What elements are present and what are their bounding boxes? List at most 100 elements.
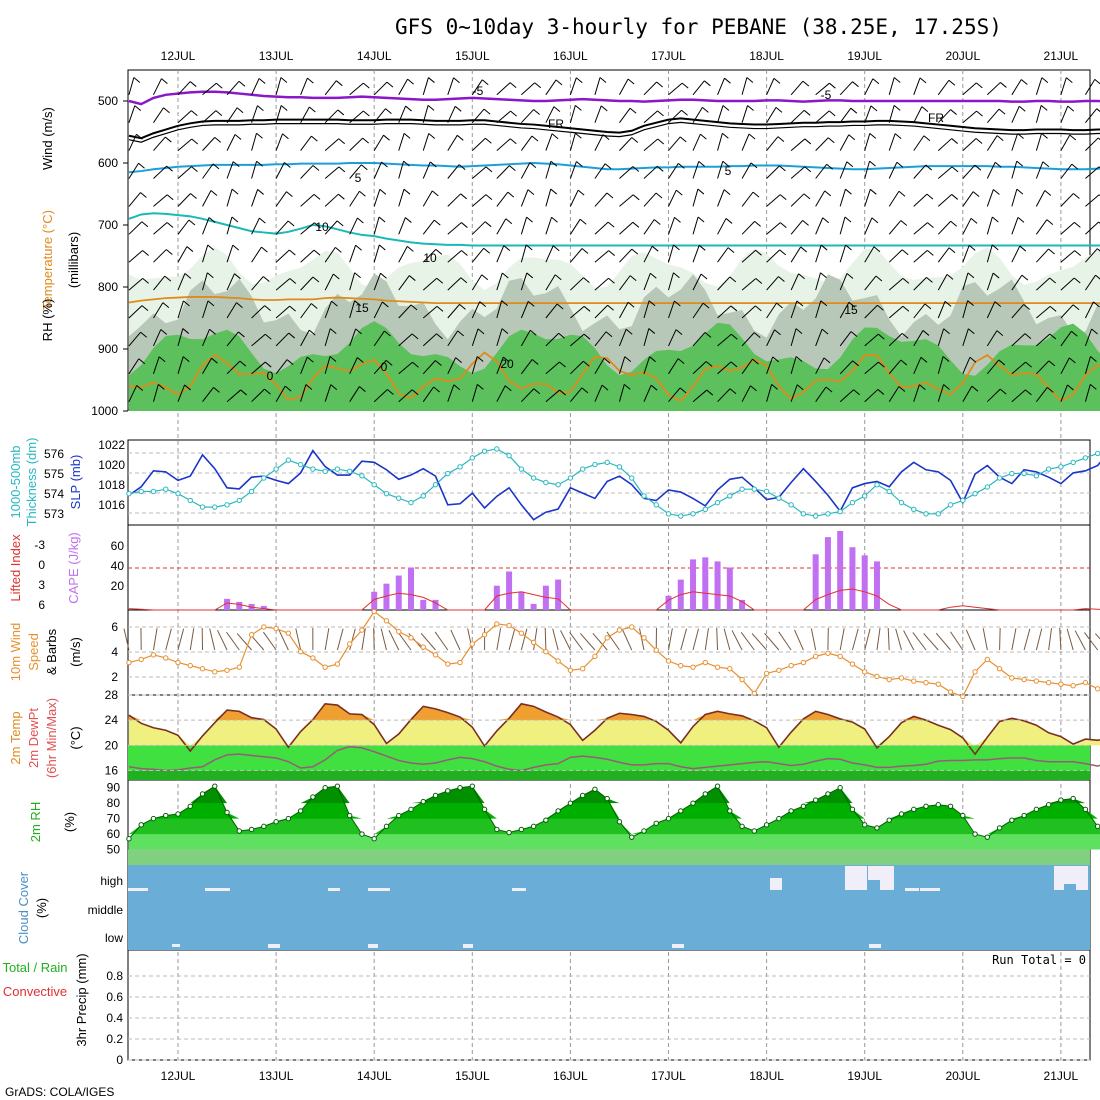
wind-barb (520, 359, 533, 375)
wind-barb (226, 107, 238, 123)
cape-bar (702, 557, 709, 610)
surface-wind-barb (751, 633, 767, 651)
cloud-patch (268, 944, 280, 948)
wind-barb-flag (354, 272, 361, 279)
p5-ytick: 24 (105, 713, 119, 727)
thickness-line-point (996, 475, 1003, 481)
wind-barb-flag (357, 357, 364, 363)
wind-barb-flag (165, 136, 172, 143)
wind-barb (643, 219, 655, 235)
wind-speed-line-point (322, 664, 328, 670)
surface-wind-barb (123, 628, 130, 651)
surface-wind-barb (592, 633, 608, 651)
thickness-line-point (763, 488, 770, 495)
wind-barb-flag (774, 329, 781, 336)
wind-barb (888, 220, 902, 235)
wind-barb-flag (207, 300, 215, 307)
wind-barb-flag (894, 133, 902, 139)
wind-barb (1060, 384, 1068, 402)
wind-barb-flag (436, 333, 443, 340)
thickness-line-point (678, 513, 684, 519)
rh-line-point (763, 822, 770, 828)
wind-barb-flag (556, 303, 564, 310)
wind-barb-flag (234, 273, 241, 280)
wind-speed-line-point (592, 653, 598, 660)
surface-wind-barb (560, 630, 571, 651)
wind-barb-flag (461, 222, 468, 228)
wind-barb (717, 388, 731, 403)
wind-barb (619, 221, 634, 235)
surface-wind-barb (189, 628, 195, 651)
rh-line-point (690, 800, 696, 806)
wind-barb (545, 106, 555, 123)
wind-barb-flag (900, 359, 908, 366)
wind-barb-flag (803, 193, 811, 200)
wind-barb (937, 384, 945, 402)
wind-barb (545, 133, 553, 151)
wind-barb (471, 247, 485, 263)
wind-barb (1085, 108, 1098, 124)
wind-barb (594, 105, 602, 123)
contour-label: -5 (473, 84, 484, 98)
wind-barb-flag (1018, 105, 1026, 112)
wind-barb (398, 333, 413, 347)
cloud-patch (512, 888, 526, 891)
wind-barb (913, 135, 925, 151)
wind-barb (447, 193, 461, 207)
thickness-line-point (494, 446, 500, 452)
thickness-line-point (273, 466, 279, 472)
wind-barb-flag (338, 166, 346, 173)
wind-barb (251, 217, 260, 235)
wind-barb-flag (678, 163, 685, 169)
wind-barb (937, 138, 952, 151)
wind-barb-flag (501, 328, 509, 335)
rh-line-point (923, 803, 929, 809)
panel-frame-p4 (127, 609, 1091, 696)
p6-label-a: 2m RH (28, 802, 43, 842)
wind-barb-flag (433, 219, 441, 226)
surface-wind-barb (740, 632, 755, 651)
wind-barb-flag (1046, 219, 1054, 226)
wind-barb-flag (483, 108, 491, 115)
wind-barb (888, 249, 903, 263)
wind-barb-flag (869, 132, 877, 139)
wind-barb (177, 328, 184, 347)
wind-barb-flag (531, 359, 539, 365)
wind-barb-flag (919, 384, 926, 390)
surface-wind-barb (569, 631, 584, 651)
wind-barb-flag (479, 301, 487, 307)
wind-barb-flag (951, 166, 959, 173)
top-date-label: 18JUL (749, 49, 784, 63)
wind-barb (594, 77, 601, 95)
thickness-line-point (457, 464, 463, 470)
wind-barb-flag (166, 165, 173, 172)
panel-frame-p2 (127, 439, 1091, 526)
wind-barb (1011, 304, 1025, 319)
wind-barb-flag (382, 301, 389, 308)
wind-barb (300, 77, 308, 95)
p7-ytick: low (105, 931, 123, 945)
surface-wind-barb (999, 627, 1001, 651)
cloud-patch (905, 888, 919, 891)
wind-barb-flag (625, 328, 633, 335)
wind-barb-flag (971, 385, 979, 392)
wind-barb (422, 277, 438, 291)
wind-barb (790, 220, 803, 235)
panel-frame-p8 (127, 949, 1091, 1061)
bottom-date-label: 12JUL (161, 1069, 196, 1083)
cloud-patch (368, 888, 390, 891)
wind-barb-flag (314, 222, 321, 229)
wind-barb-flag (458, 164, 466, 170)
wind-speed-line-point (665, 658, 672, 664)
wind-barb-flag (673, 272, 680, 279)
wind-speed-line-point (555, 658, 561, 664)
rh-line-point (199, 791, 206, 797)
cape-bar (824, 537, 831, 610)
wind-barb-flag (261, 246, 268, 253)
wind-barb-flag (477, 384, 484, 390)
wind-barb (202, 163, 214, 179)
rh-line-point (604, 795, 610, 802)
wind-barb (373, 161, 382, 179)
wind-speed-line-point (310, 655, 316, 661)
surface-wind-barb (1048, 628, 1053, 651)
